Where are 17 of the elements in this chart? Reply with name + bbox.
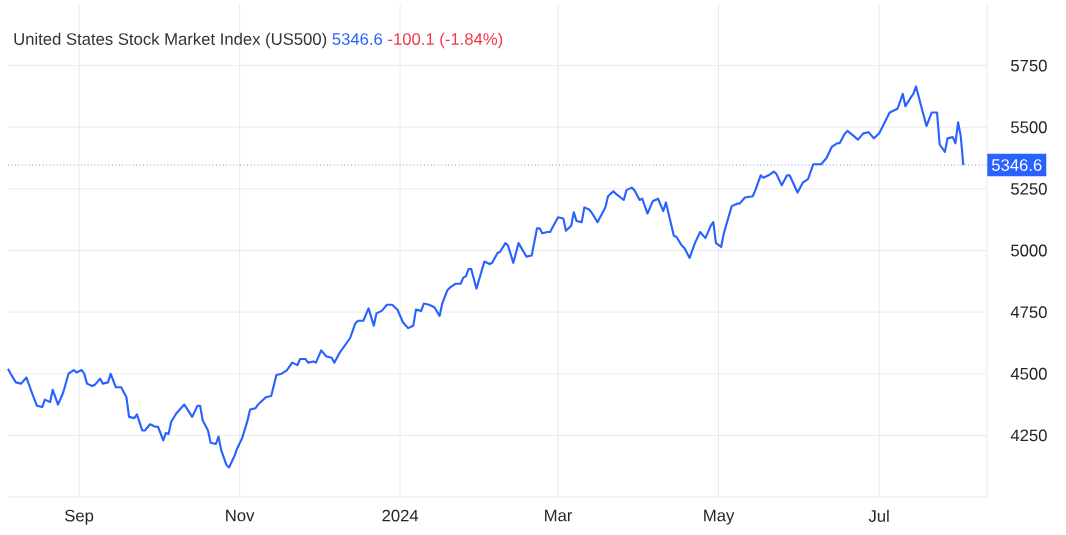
y-tick-label: 4500 bbox=[1010, 367, 1047, 380]
x-tick-label: Sep bbox=[64, 509, 94, 525]
y-tick-label: 4250 bbox=[1010, 429, 1047, 442]
annotation: -100.1 (-1.84%) bbox=[388, 32, 503, 49]
text: United States Stock Market Index (US500) bbox=[14, 32, 327, 49]
y-tick-label: 5000 bbox=[1011, 244, 1047, 257]
y-tick-label: 5250 bbox=[1011, 182, 1047, 195]
annotation: 5346.6 bbox=[332, 33, 383, 45]
x-tick-label: Jul bbox=[868, 509, 889, 522]
y-tick-label: 5750 bbox=[1011, 59, 1047, 72]
x-tick-label: May bbox=[704, 509, 735, 525]
x-tick-label: 2024 bbox=[382, 509, 419, 522]
ref-line-label: 5346.6 bbox=[991, 159, 1042, 171]
x-tick-label: Mar bbox=[545, 509, 573, 522]
y-tick-label: 4750 bbox=[1010, 306, 1047, 319]
x-tick-label: Nov bbox=[226, 509, 255, 522]
y-tick-label: 5500 bbox=[1011, 121, 1047, 134]
